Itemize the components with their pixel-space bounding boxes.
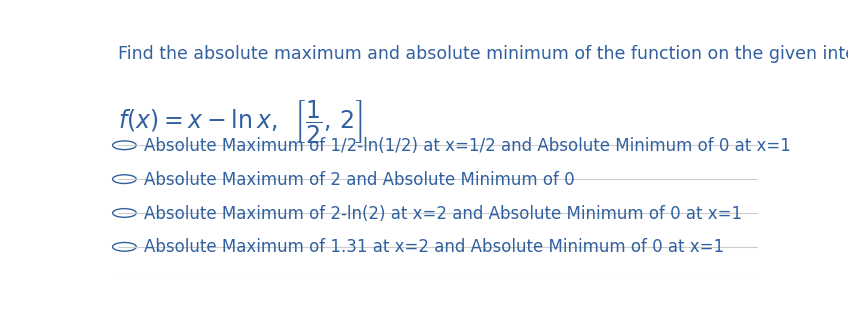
Text: Absolute Maximum of 1.31 at x=2 and Absolute Minimum of 0 at x=1: Absolute Maximum of 1.31 at x=2 and Abso… (144, 238, 724, 256)
Text: $f(x) = x - \ln x, \;\; \left[\dfrac{1}{2},\, 2\right]$: $f(x) = x - \ln x, \;\; \left[\dfrac{1}{… (118, 98, 363, 145)
Text: Absolute Maximum of 1/2-ln(1/2) at x=1/2 and Absolute Minimum of 0 at x=1: Absolute Maximum of 1/2-ln(1/2) at x=1/2… (144, 137, 791, 155)
Text: Find the absolute maximum and absolute minimum of the function on the given inte: Find the absolute maximum and absolute m… (118, 45, 848, 63)
Text: Absolute Maximum of 2 and Absolute Minimum of 0: Absolute Maximum of 2 and Absolute Minim… (144, 171, 575, 189)
Text: Absolute Maximum of 2-ln(2) at x=2 and Absolute Minimum of 0 at x=1: Absolute Maximum of 2-ln(2) at x=2 and A… (144, 204, 742, 223)
